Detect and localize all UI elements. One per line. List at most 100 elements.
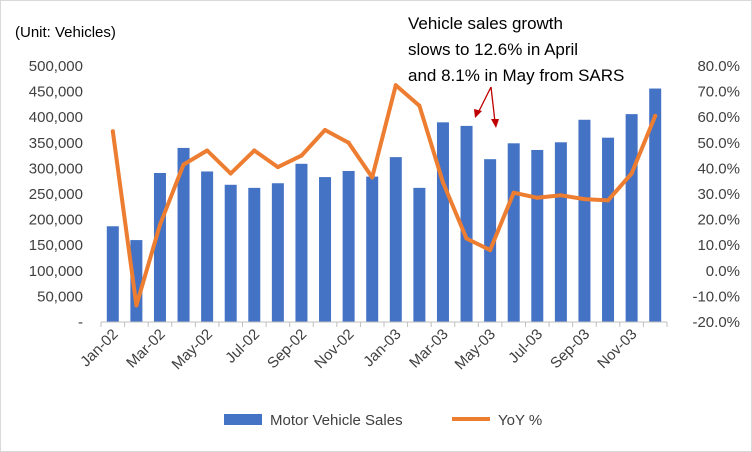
yoy-point-Sep-03 (582, 197, 587, 202)
x-tick-label: Jan-03 (360, 326, 404, 370)
y-right-tick-label: 0.0% (706, 263, 740, 280)
yoy-point-May-03 (488, 248, 493, 253)
bar-Nov-03 (625, 114, 638, 323)
yoy-point-Dec-03 (653, 113, 658, 118)
y-right-tick-label: -20.0% (692, 314, 740, 331)
yoy-point-Mar-02 (157, 222, 162, 227)
yoy-point-Feb-02 (134, 303, 139, 308)
yoy-point-May-02 (205, 148, 210, 153)
bar-series (106, 88, 662, 323)
bar-May-02 (201, 171, 214, 322)
line-series (110, 83, 658, 308)
yoy-point-Oct-03 (606, 198, 611, 203)
x-axis: Jan-02 Mar-02 May-02 Jul-02 Sep-02 Nov-02 Jan-… (77, 326, 640, 373)
x-tick-label: May-02 (169, 326, 216, 373)
bar-Oct-03 (602, 137, 615, 322)
y-left-tick-label: 350,000 (29, 135, 83, 152)
yoy-point-Jun-03 (511, 190, 516, 195)
bar-Jul-03 (531, 149, 544, 322)
y-left-tick-label: 50,000 (37, 288, 83, 305)
bar-Sep-02 (295, 163, 308, 322)
x-tick-label: Nov-03 (594, 326, 640, 372)
y-right-tick-label: 20.0% (697, 212, 740, 229)
yoy-point-Sep-02 (299, 153, 304, 158)
y-right-tick-label: -10.0% (692, 288, 740, 305)
bar-Mar-03 (436, 122, 449, 322)
legend-label-line: YoY % (498, 412, 542, 429)
y-right-tick-label: 50.0% (697, 135, 740, 152)
y-left-tick-label: 200,000 (29, 212, 83, 229)
x-tick-label: Jan-02 (77, 326, 121, 370)
y-right-tick-label: 60.0% (697, 109, 740, 126)
yoy-line (110, 83, 658, 308)
x-tick-label: Mar-02 (123, 326, 169, 372)
x-tick-label: Sep-03 (547, 326, 593, 372)
x-tick-label: Jul-03 (505, 326, 546, 367)
yoy-point-Jul-03 (535, 195, 540, 200)
annotation-line-3: and 8.1% in May from SARS (408, 66, 624, 85)
yoy-point-Aug-03 (558, 193, 563, 198)
bar-Oct-02 (319, 177, 332, 322)
y-axis-left: - 50,000 100,000 150,000 200,000 250,000 300,0… (29, 58, 83, 331)
yoy-point-Apr-02 (181, 162, 186, 167)
annotation: Vehicle sales growth slows to 12.6% in A… (408, 14, 624, 128)
x-tick-label: Nov-02 (311, 326, 357, 372)
x-tick-label: May-03 (452, 326, 499, 373)
bar-Aug-02 (271, 183, 284, 322)
yoy-point-Apr-03 (464, 236, 469, 241)
y-left-tick-label: 450,000 (29, 84, 83, 101)
yoy-point-Oct-02 (323, 128, 328, 132)
annotation-arrow-may (490, 86, 496, 123)
yoy-point-Jan-02 (110, 129, 115, 134)
x-tick-label: Sep-02 (264, 326, 310, 372)
annotation-arrowhead-may (491, 119, 499, 128)
bar-Jan-02 (106, 226, 119, 322)
unit-label: (Unit: Vehicles) (15, 24, 116, 41)
legend-swatch-bars (224, 414, 262, 425)
yoy-point-Mar-03 (440, 180, 445, 185)
bar-Nov-02 (342, 170, 355, 322)
bar-Feb-03 (413, 187, 426, 322)
bar-Apr-03 (460, 125, 473, 323)
bar-Jan-03 (389, 157, 402, 322)
legend-label-bars: Motor Vehicle Sales (270, 412, 403, 429)
y-left-tick-label: - (78, 314, 83, 331)
bar-May-03 (484, 159, 497, 322)
y-left-tick-label: 400,000 (29, 109, 83, 126)
y-right-tick-label: 70.0% (697, 84, 740, 101)
annotation-line-2: slows to 12.6% in April (408, 40, 578, 59)
y-left-tick-label: 100,000 (29, 263, 83, 280)
bar-Aug-03 (554, 142, 567, 322)
bar-Jul-02 (248, 187, 261, 322)
yoy-point-Jun-02 (228, 171, 233, 176)
y-left-tick-label: 500,000 (29, 58, 83, 75)
y-left-tick-label: 300,000 (29, 160, 83, 177)
annotation-line-1: Vehicle sales growth (408, 14, 563, 33)
bar-Apr-02 (177, 147, 190, 322)
yoy-point-Jan-03 (393, 83, 398, 88)
bar-Dec-02 (366, 176, 379, 322)
yoy-point-Nov-02 (346, 140, 351, 145)
x-tick-label: Mar-03 (406, 326, 452, 372)
legend: Motor Vehicle Sales YoY % (224, 412, 542, 429)
y-left-tick-label: 150,000 (29, 237, 83, 254)
x-tick-label: Jul-02 (222, 326, 263, 367)
yoy-point-Jul-02 (252, 148, 257, 153)
y-right-tick-label: 80.0% (697, 58, 740, 75)
axes (100, 321, 668, 327)
yoy-point-Feb-03 (417, 103, 422, 108)
y-right-tick-label: 30.0% (697, 186, 740, 203)
yoy-point-Nov-03 (629, 171, 634, 176)
y-axis-right: -20.0% -10.0% 0.0% 10.0% 20.0% 30.0% 40.0% 50.0… (692, 58, 740, 331)
annotation-arrow-april (477, 86, 492, 114)
bar-Mar-02 (153, 173, 166, 322)
yoy-point-Dec-02 (370, 175, 375, 180)
y-left-tick-label: 250,000 (29, 186, 83, 203)
bar-Dec-03 (649, 88, 662, 322)
bar-Sep-03 (578, 119, 591, 322)
bar-Jun-02 (224, 184, 237, 322)
yoy-point-Aug-02 (275, 165, 280, 170)
bar-Jun-03 (507, 143, 520, 322)
